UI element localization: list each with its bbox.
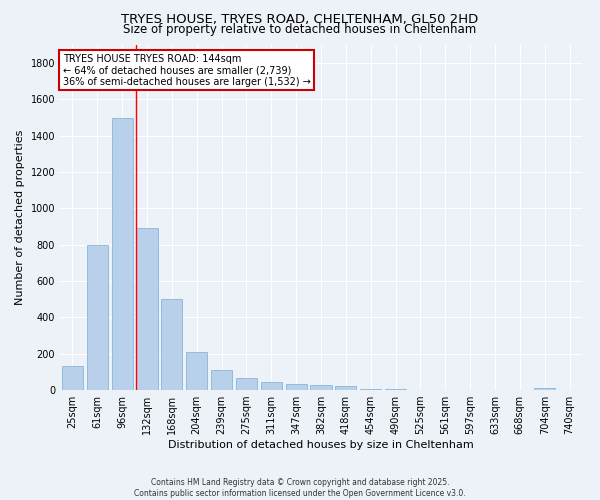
- Bar: [112, 118, 133, 390]
- Bar: [211, 370, 232, 390]
- Bar: [286, 384, 307, 390]
- X-axis label: Distribution of detached houses by size in Cheltenham: Distribution of detached houses by size …: [168, 440, 474, 450]
- Bar: [136, 228, 158, 390]
- Text: Contains HM Land Registry data © Crown copyright and database right 2025.
Contai: Contains HM Land Registry data © Crown c…: [134, 478, 466, 498]
- Bar: [87, 244, 108, 390]
- Bar: [534, 388, 555, 390]
- Bar: [335, 386, 356, 390]
- Bar: [236, 378, 257, 390]
- Bar: [261, 382, 282, 390]
- Y-axis label: Number of detached properties: Number of detached properties: [15, 130, 25, 305]
- Text: TRYES HOUSE, TRYES ROAD, CHELTENHAM, GL50 2HD: TRYES HOUSE, TRYES ROAD, CHELTENHAM, GL5…: [121, 12, 479, 26]
- Bar: [310, 384, 332, 390]
- Text: Size of property relative to detached houses in Cheltenham: Size of property relative to detached ho…: [124, 22, 476, 36]
- Text: TRYES HOUSE TRYES ROAD: 144sqm
← 64% of detached houses are smaller (2,739)
36% : TRYES HOUSE TRYES ROAD: 144sqm ← 64% of …: [62, 54, 310, 87]
- Bar: [161, 299, 182, 390]
- Bar: [360, 389, 381, 390]
- Bar: [186, 352, 207, 390]
- Bar: [62, 366, 83, 390]
